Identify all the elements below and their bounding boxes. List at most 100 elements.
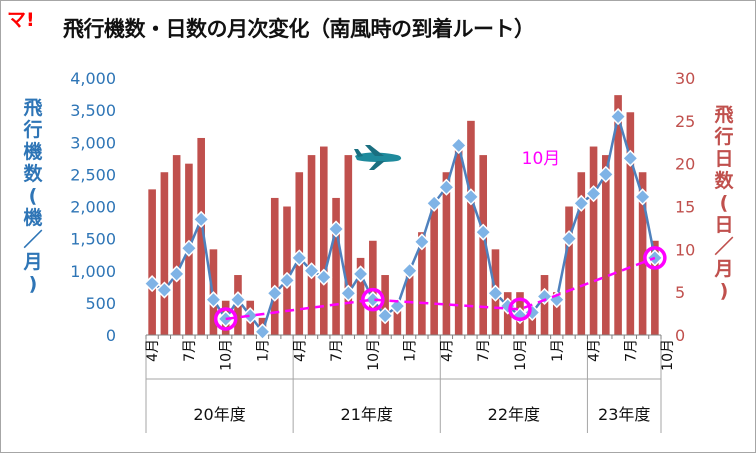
line-point — [425, 194, 443, 212]
y-right-tick-label: 30 — [675, 69, 695, 88]
y-left-tick-label: 1,000 — [70, 262, 116, 281]
line-point — [634, 188, 652, 206]
bar — [638, 172, 647, 335]
line-point — [474, 223, 492, 241]
line-point — [572, 194, 590, 212]
y-right-tick-label: 10 — [675, 240, 695, 259]
fiscal-year-label: 21年度 — [341, 405, 393, 424]
bar — [430, 206, 438, 335]
line-point — [401, 262, 419, 280]
bar — [552, 292, 561, 335]
line-point — [266, 284, 284, 302]
y-left-tick-label: 4,000 — [70, 69, 116, 88]
line-point — [352, 265, 370, 283]
bar — [467, 120, 475, 335]
y-axis-left-label-char: 機 — [23, 207, 43, 229]
line-point — [155, 281, 173, 299]
x-tick-label: 1月 — [255, 339, 271, 362]
bar — [344, 155, 353, 335]
y-left-tick-label: 3,500 — [70, 101, 116, 120]
line-point — [180, 239, 198, 257]
bar — [602, 155, 610, 335]
y-axis-right-label-char: ) — [719, 280, 729, 302]
x-tick-label: 7月 — [182, 339, 198, 362]
bar — [589, 146, 598, 335]
x-tick-label: 10月 — [660, 339, 676, 371]
line-point — [143, 275, 161, 293]
x-tick-label: 7月 — [623, 339, 639, 362]
x-tick-label: 4月 — [439, 339, 455, 362]
y-axis-left-label-char: 数 — [23, 163, 43, 185]
line-point — [413, 233, 431, 251]
y-axis-right-label: 飛行日数(日／月) — [711, 104, 737, 302]
y-axis-left-label: 飛行機数(機／月) — [20, 97, 46, 295]
trend-point — [508, 297, 532, 322]
line-point — [253, 323, 272, 341]
x-tick-label: 1月 — [550, 339, 566, 362]
trend-line — [225, 256, 656, 321]
trend-point — [643, 246, 667, 270]
bar — [405, 275, 414, 335]
bar — [356, 257, 365, 335]
bar — [319, 146, 328, 335]
bar — [565, 206, 573, 335]
line-point — [315, 268, 333, 286]
y-axis-right-label-char: 数 — [714, 170, 734, 192]
trend-point — [213, 307, 238, 331]
y-left-tick-label: 0 — [106, 326, 116, 345]
line-point — [450, 136, 468, 155]
line-point — [290, 249, 308, 267]
chart-title: 飛行機数・日数の月次変化（南風時の到着ルート） — [63, 17, 535, 41]
line-point — [486, 284, 505, 302]
y-axis-right-label-char: 日 — [714, 214, 734, 236]
bar — [332, 197, 340, 335]
line-point — [597, 165, 615, 183]
bar — [172, 155, 181, 335]
y-left-tick-label: 2,000 — [70, 198, 116, 217]
x-tick-label: 10月 — [366, 339, 382, 371]
line-point — [376, 307, 394, 325]
trend-point — [361, 287, 385, 312]
y-right-tick-label: 15 — [675, 198, 695, 217]
line-point — [621, 149, 639, 167]
bar — [148, 189, 156, 335]
line-point — [364, 291, 382, 309]
bar — [577, 172, 586, 335]
fiscal-year-label: 20年度 — [193, 405, 245, 424]
line-point — [437, 178, 455, 196]
line-point — [229, 291, 247, 309]
bar — [479, 155, 488, 335]
y-axis-left-label-char: ／ — [23, 229, 43, 251]
bar — [540, 275, 549, 335]
bar — [393, 309, 402, 335]
x-tick-label: 4月 — [145, 339, 161, 362]
line-point — [462, 188, 480, 206]
line-point — [204, 291, 223, 309]
bar — [381, 275, 389, 335]
line-point — [302, 262, 321, 280]
line-point — [278, 271, 296, 289]
y-axis-right-label-char: 日 — [714, 148, 734, 170]
bar — [454, 146, 463, 335]
line-point — [192, 210, 210, 228]
bar — [418, 232, 426, 335]
line-point — [168, 265, 186, 283]
line-point — [339, 284, 357, 302]
y-axis-left-label-char: 飛 — [23, 97, 43, 119]
line-point — [560, 230, 578, 248]
fiscal-year-label: 22年度 — [488, 405, 540, 424]
bar — [369, 240, 377, 335]
x-tick-label: 10月 — [219, 339, 235, 371]
y-right-tick-label: 5 — [675, 283, 685, 302]
x-tick-label: 7月 — [329, 339, 345, 362]
y-axis-left-label-char: ( — [28, 185, 38, 207]
y-axis-right-label-char: 行 — [714, 126, 734, 148]
brand-logo: マ! — [7, 9, 35, 31]
y-axis-left-label-char: ) — [28, 273, 38, 295]
y-left-tick-label: 500 — [85, 294, 116, 313]
x-tick-label: 4月 — [292, 339, 308, 362]
line-point — [241, 307, 259, 325]
y-right-tick-label: 0 — [675, 326, 685, 345]
